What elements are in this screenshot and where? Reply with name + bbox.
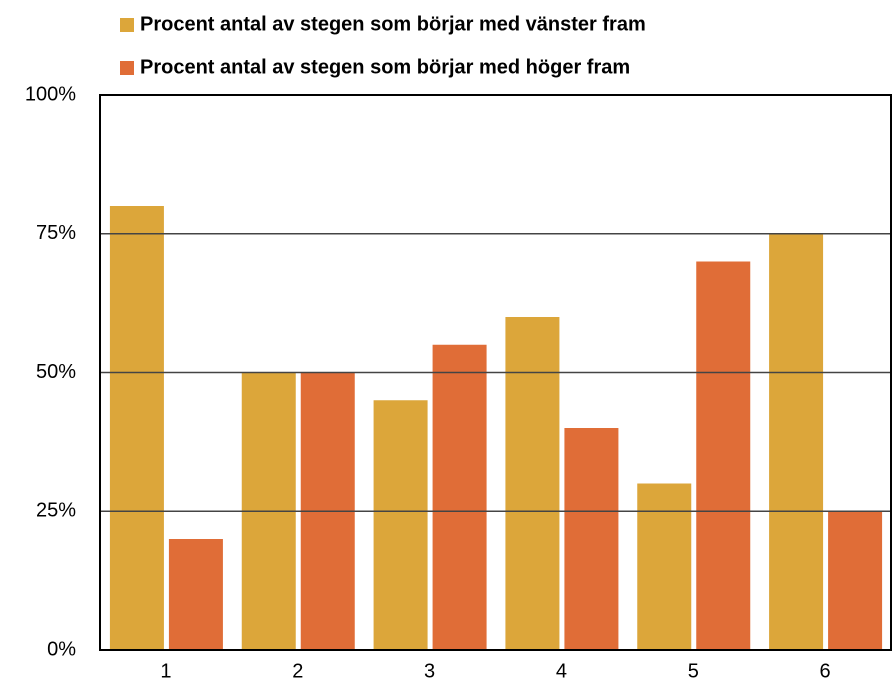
y-tick-label: 50%: [36, 361, 76, 383]
x-tick-label: 3: [424, 660, 435, 682]
y-tick-label: 75%: [36, 222, 76, 244]
bar: [637, 483, 692, 650]
bar: [505, 317, 560, 650]
legend-swatch: [120, 18, 134, 32]
x-tick-label: 6: [820, 660, 831, 682]
legend-swatch: [120, 61, 134, 75]
plot-frame: [99, 94, 892, 651]
bar: [769, 233, 824, 650]
y-tick-label: 25%: [36, 500, 76, 522]
bar: [109, 206, 164, 650]
x-tick-label: 2: [292, 660, 303, 682]
legend-label: Procent antal av stegen som börjar med h…: [140, 56, 630, 78]
bar: [432, 344, 487, 650]
x-tick-label: 1: [160, 660, 171, 682]
x-tick-label: 4: [556, 660, 567, 682]
bar: [828, 511, 883, 650]
bar: [168, 539, 223, 650]
legend-label: Procent antal av stegen som börjar med v…: [140, 13, 646, 35]
bar: [696, 261, 751, 650]
bar: [373, 400, 428, 650]
bar: [564, 428, 619, 650]
y-tick-label: 0%: [47, 638, 76, 660]
x-tick-label: 5: [688, 660, 699, 682]
y-tick-label: 100%: [25, 83, 76, 105]
